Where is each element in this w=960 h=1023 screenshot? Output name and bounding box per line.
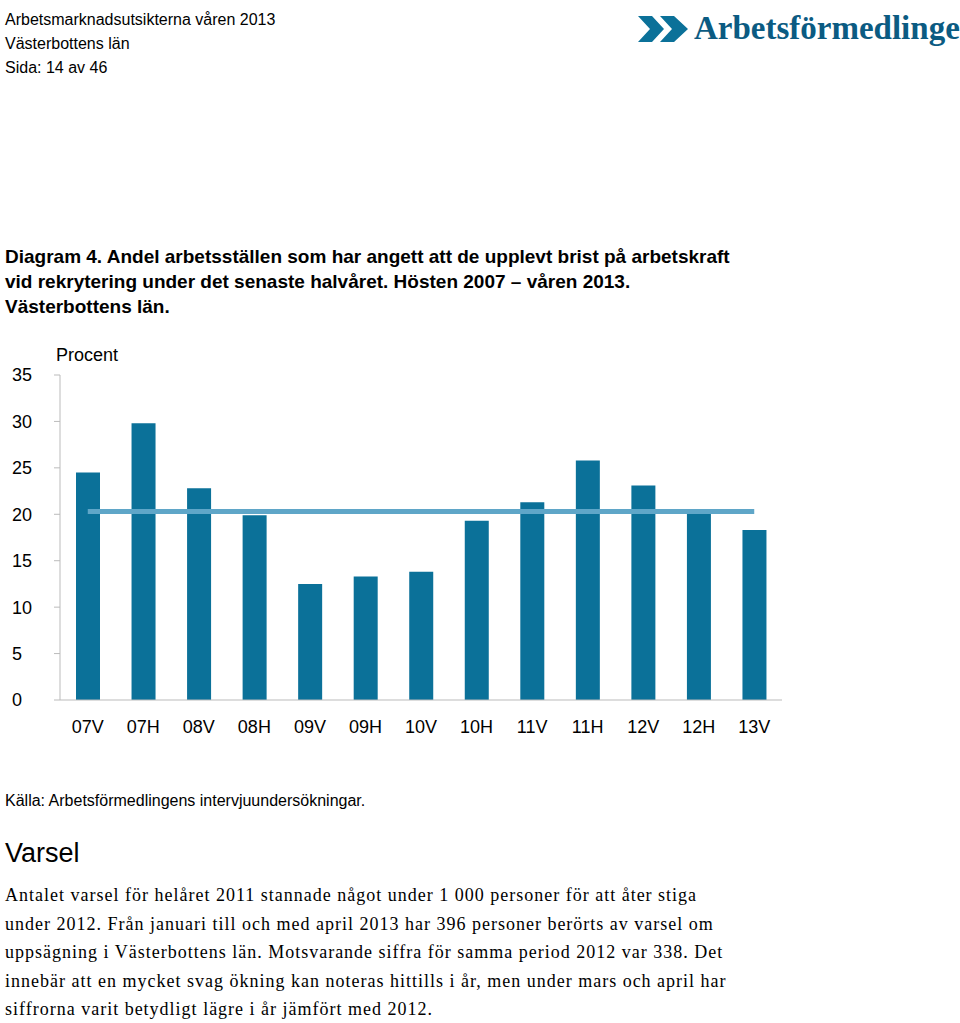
html-text:Sida: 14 av 46: Sida: 14 av 46 — [5, 59, 108, 76]
svg-text:09V: 09V — [294, 717, 326, 737]
svg-text:07V: 07V — [72, 717, 104, 737]
svg-text:12H: 12H — [682, 717, 715, 737]
svg-text:08H: 08H — [238, 717, 271, 737]
svg-text:30: 30 — [12, 412, 32, 432]
html-text:Källa: Arbetsförmedlingens int: Källa: Arbetsförmedlingens intervjuunder… — [5, 792, 366, 809]
svg-text:25: 25 — [12, 458, 32, 478]
svg-text:11V: 11V — [517, 717, 548, 737]
svg-text:09H: 09H — [349, 717, 382, 737]
svg-text:35: 35 — [12, 365, 32, 385]
svg-text:15: 15 — [12, 551, 32, 571]
html-text:siffrorna varit betydligt lägr: siffrorna varit betydligt lägre i år jäm… — [5, 999, 434, 1019]
html-text:Västerbottens län: Västerbottens län — [5, 35, 130, 52]
html-text:Västerbottens län.: Västerbottens län. — [5, 296, 170, 317]
html-text:vid rekrytering under det sena: vid rekrytering under det senaste halvår… — [5, 271, 631, 292]
svg-text:11H: 11H — [572, 717, 604, 737]
svg-text:20: 20 — [12, 505, 32, 525]
svg-text:12V: 12V — [627, 717, 659, 737]
svg-text:5: 5 — [12, 644, 22, 664]
html-text:uppsägning i Västerbottens län: uppsägning i Västerbottens län. Motsvara… — [5, 942, 724, 962]
html-text:Antalet varsel för helåret 201: Antalet varsel för helåret 2011 stannade… — [5, 885, 698, 905]
html-text:Diagram 4. Andel arbetsställen: Diagram 4. Andel arbetsställen som har a… — [5, 246, 730, 267]
svg-text:07H: 07H — [127, 717, 160, 737]
html-text:under 2012. Från januari till: under 2012. Från januari till och med ap… — [5, 913, 714, 934]
svg-text:10V: 10V — [405, 717, 437, 737]
svg-text:13V: 13V — [738, 717, 770, 737]
html-text:Varsel: Varsel — [5, 838, 80, 868]
svg-text:10: 10 — [12, 598, 32, 618]
html-text:Arbetsmarknadsutsikterna våren: Arbetsmarknadsutsikterna våren 2013 — [5, 11, 276, 28]
html-text:Procent: Procent — [56, 345, 118, 365]
html-text:innebär att en mycket svag ökn: innebär att en mycket svag ökning kan no… — [5, 970, 727, 991]
svg-text:0: 0 — [12, 690, 22, 710]
svg-text:10H: 10H — [460, 717, 493, 737]
svg-text:08V: 08V — [183, 717, 215, 737]
